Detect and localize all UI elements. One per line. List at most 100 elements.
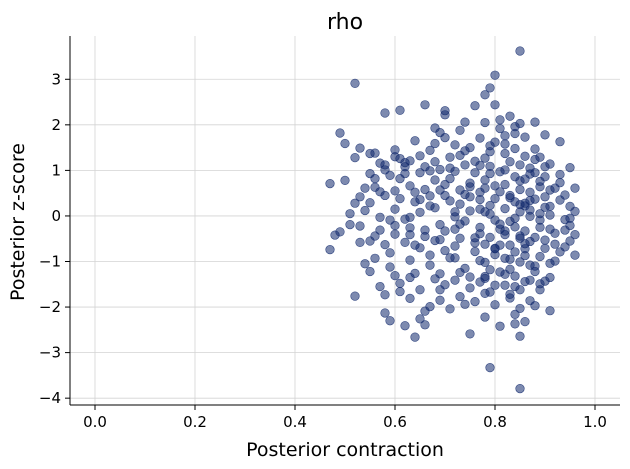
data-point: [410, 240, 420, 250]
data-point: [410, 136, 420, 146]
chart-title: rho: [327, 10, 363, 35]
data-point: [490, 280, 500, 290]
data-point: [455, 233, 465, 243]
data-point: [395, 278, 405, 288]
data-point: [405, 272, 415, 283]
data-point: [445, 304, 455, 314]
data-point: [380, 165, 390, 175]
data-point: [440, 226, 450, 236]
data-point: [435, 185, 445, 195]
data-point: [525, 195, 535, 206]
data-point: [495, 123, 505, 134]
data-point: [415, 314, 425, 324]
data-point: [465, 329, 475, 339]
data-point: [490, 70, 500, 80]
data-point: [380, 308, 390, 318]
data-point: [560, 225, 570, 235]
axes: [69, 36, 620, 406]
data-point: [375, 225, 385, 235]
data-point: [460, 117, 470, 127]
data-point: [435, 269, 445, 279]
data-point: [530, 168, 540, 178]
data-point: [460, 299, 470, 309]
data-point: [390, 271, 400, 281]
data-point: [565, 201, 575, 211]
data-point: [460, 146, 470, 156]
y-tick-label: 3: [51, 70, 61, 88]
x-tick-label: 0.4: [283, 413, 307, 431]
data-point: [480, 288, 490, 298]
data-point: [455, 291, 465, 302]
data-point: [505, 289, 515, 299]
data-point: [490, 194, 500, 204]
data-point: [415, 285, 425, 295]
y-tick-label: −4: [39, 389, 61, 407]
data-point: [450, 275, 460, 285]
y-tick-label: 0: [51, 207, 61, 225]
data-point: [370, 231, 380, 241]
data-point: [425, 166, 435, 176]
data-point: [355, 143, 365, 153]
data-point: [520, 226, 530, 236]
data-point: [425, 250, 435, 260]
data-point: [350, 153, 360, 163]
data-point: [340, 138, 350, 149]
data-point: [540, 276, 550, 286]
data-point: [370, 253, 380, 263]
data-point: [495, 267, 505, 277]
x-tick-label: 0.6: [383, 413, 407, 431]
data-point: [430, 138, 440, 149]
data-point: [555, 169, 565, 180]
data-point: [490, 100, 500, 110]
data-point: [425, 145, 435, 155]
data-point: [530, 301, 540, 311]
data-point: [540, 162, 550, 172]
data-point: [450, 253, 460, 263]
data-point: [405, 230, 415, 240]
data-point: [500, 148, 510, 159]
data-point: [520, 151, 530, 161]
data-point: [445, 152, 455, 162]
data-point: [475, 255, 485, 266]
data-point: [535, 176, 545, 186]
data-point: [520, 174, 530, 184]
data-point: [400, 158, 410, 168]
data-point: [405, 212, 415, 222]
data-point: [510, 271, 520, 281]
data-point: [475, 133, 485, 143]
data-point: [360, 183, 370, 193]
data-point: [515, 331, 525, 341]
data-point: [515, 46, 525, 56]
data-points: [325, 46, 580, 394]
data-point: [350, 78, 360, 88]
data-point: [515, 303, 525, 314]
data-point: [405, 255, 415, 265]
data-point: [500, 253, 510, 263]
data-point: [420, 225, 430, 235]
data-point: [550, 239, 560, 249]
data-point: [555, 247, 565, 257]
data-point: [455, 125, 465, 135]
data-point: [450, 224, 460, 234]
data-point: [470, 168, 480, 178]
y-tick-label: 1: [51, 161, 61, 179]
data-point: [570, 250, 580, 260]
data-point: [515, 233, 525, 243]
data-point: [470, 296, 480, 307]
data-point: [415, 207, 425, 217]
data-point: [485, 83, 495, 93]
data-point: [485, 363, 495, 373]
data-point: [505, 111, 515, 121]
data-point: [415, 194, 425, 205]
data-point: [485, 200, 495, 211]
data-point: [405, 293, 415, 304]
data-point: [565, 213, 575, 223]
x-tick-label: 0.2: [183, 413, 207, 431]
y-tick-label: 2: [51, 116, 61, 134]
data-point: [425, 260, 435, 270]
data-point: [435, 164, 445, 175]
data-point: [530, 117, 540, 127]
data-point: [335, 128, 345, 138]
data-point: [470, 246, 480, 257]
